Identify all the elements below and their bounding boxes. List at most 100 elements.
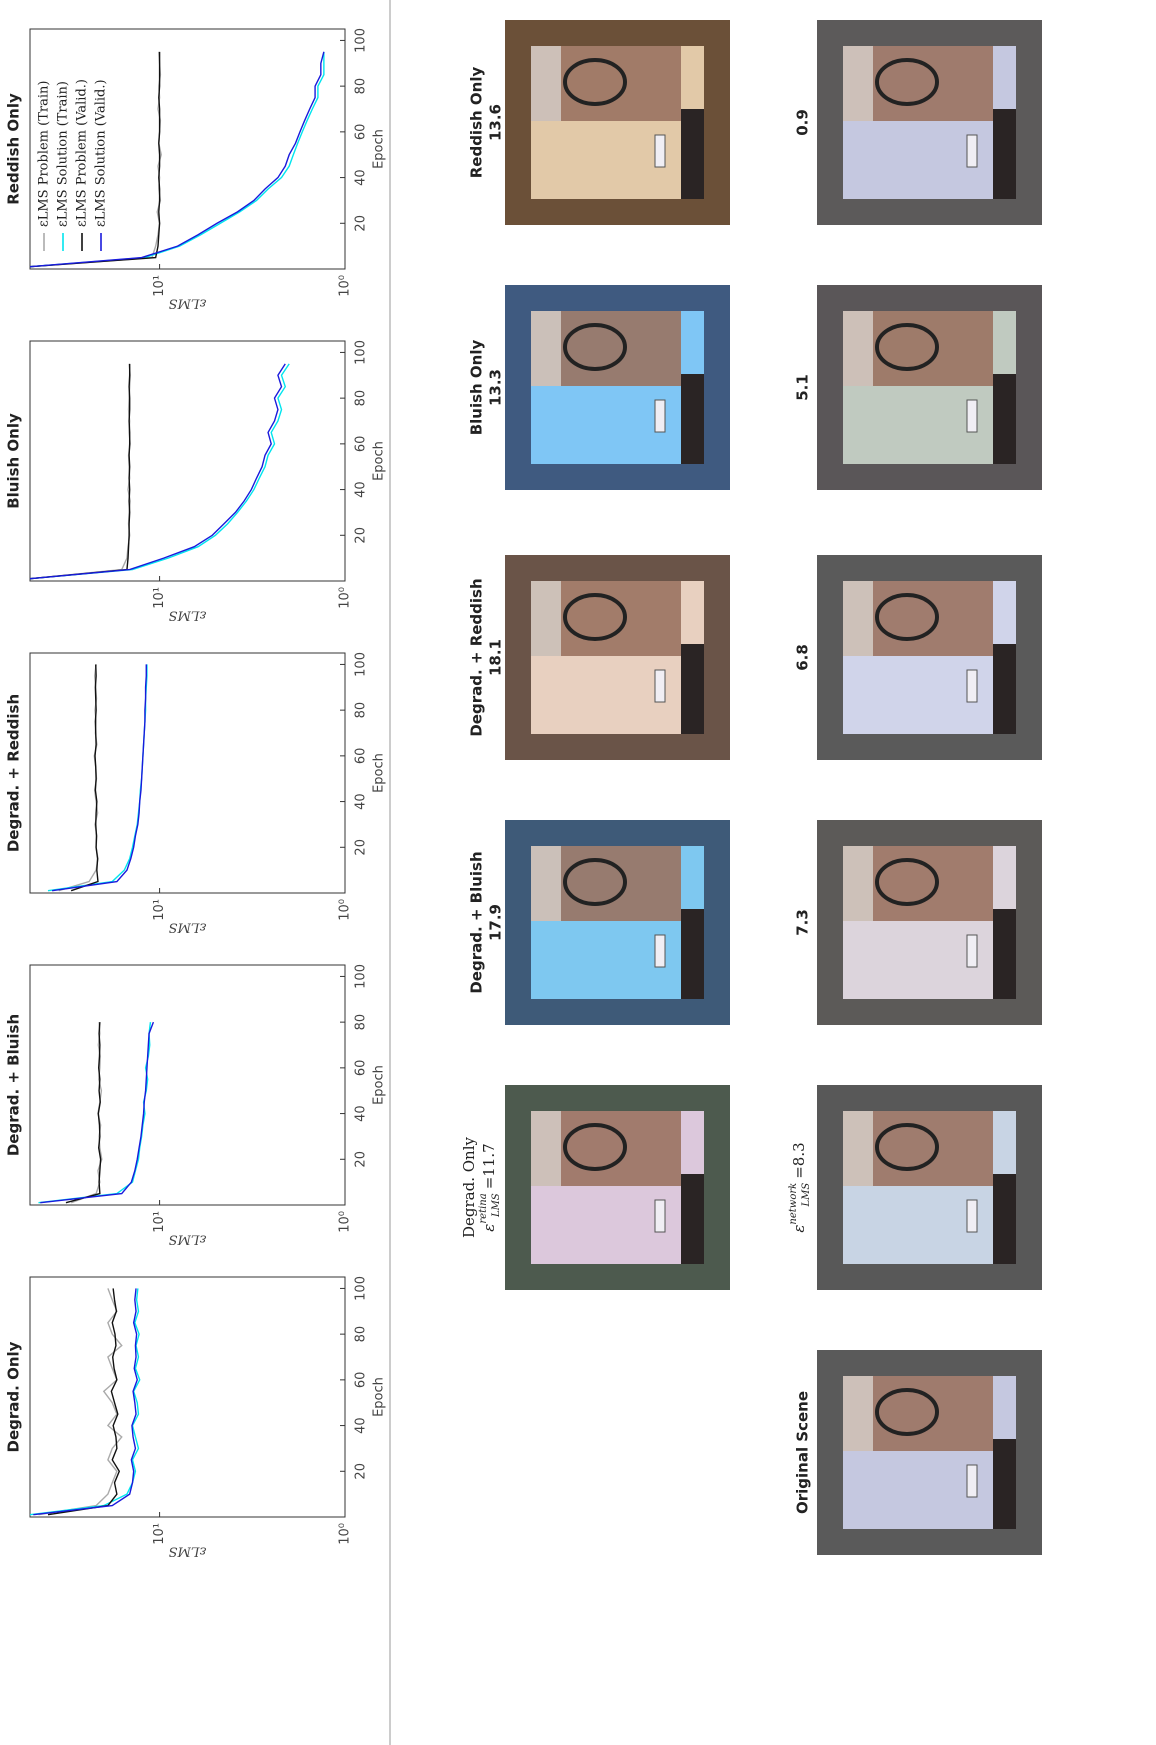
image-glasses	[563, 58, 627, 106]
x-axis-label: Epoch	[372, 753, 387, 793]
y-tick-label: 10⁰	[338, 587, 353, 609]
x-tick-label: 100	[354, 28, 369, 53]
x-tick-label: 20	[354, 527, 369, 544]
error-sub: LMS	[491, 1193, 502, 1218]
image-hair	[843, 846, 873, 921]
image-monitor	[654, 134, 666, 168]
x-axis-label: Epoch	[372, 129, 387, 169]
x-tick-label: 100	[354, 340, 369, 365]
series-line	[52, 664, 147, 892]
x-tick-label: 20	[354, 215, 369, 232]
error-symbol: ε	[790, 1225, 808, 1233]
x-tick-label: 40	[354, 481, 369, 498]
plot-area	[29, 652, 346, 894]
image-monitor	[654, 669, 666, 703]
image-face	[843, 846, 993, 921]
image-face	[531, 1111, 681, 1186]
x-tick-label: 60	[354, 436, 369, 453]
x-tick-label: 60	[354, 748, 369, 765]
series-line	[70, 664, 99, 892]
image-hair	[531, 581, 561, 656]
image-face	[531, 846, 681, 921]
panel-value: 18.1	[487, 639, 505, 676]
image-face	[531, 311, 681, 386]
image-face	[531, 581, 681, 656]
image-monitor	[966, 934, 978, 968]
error-sub: LMS	[801, 1183, 812, 1208]
x-axis-label: Epoch	[372, 1065, 387, 1105]
panel-title: Degrad. + Reddish	[468, 578, 486, 736]
image-dark	[993, 909, 1016, 999]
image-monitor	[966, 1199, 978, 1233]
x-tick-label: 60	[354, 1372, 369, 1389]
series-line	[38, 1288, 123, 1516]
legend-label: εLMS Solution (Valid.)	[94, 79, 109, 227]
image-dark	[681, 909, 704, 999]
panel-title: Degrad. Only	[460, 1136, 478, 1238]
image-glasses	[563, 1123, 627, 1171]
chart-title: Degrad. Only	[5, 1341, 23, 1452]
image-hair	[531, 1111, 561, 1186]
image-glasses	[563, 858, 627, 906]
y-axis-label: εLMS	[168, 1232, 206, 1247]
image-dark	[993, 109, 1016, 199]
panel-title: Original Scene	[794, 1391, 812, 1514]
image-face	[531, 46, 681, 121]
x-axis-label: Epoch	[372, 441, 387, 481]
series-line	[29, 363, 286, 580]
x-tick-label: 80	[354, 702, 369, 719]
series-line	[38, 1022, 152, 1204]
image-monitor	[966, 134, 978, 168]
image-monitor	[966, 669, 978, 703]
error-sup: network	[788, 1183, 799, 1225]
chart-title: Bluish Only	[5, 413, 23, 509]
plot-area	[29, 964, 346, 1206]
series-line	[47, 1288, 121, 1516]
x-tick-label: 80	[354, 390, 369, 407]
y-tick-label: 10⁰	[338, 1211, 353, 1233]
image-glasses	[875, 1388, 939, 1436]
y-tick-label: 10¹	[152, 899, 167, 921]
image-dark	[993, 1174, 1016, 1264]
image-dark	[993, 1439, 1016, 1529]
y-axis-label: εLMS	[168, 920, 206, 935]
image-hair	[843, 46, 873, 121]
x-tick-label: 40	[354, 1105, 369, 1122]
series-line	[29, 51, 325, 268]
panel-value: 13.3	[487, 369, 505, 406]
chart-title: Reddish Only	[5, 93, 23, 205]
image-monitor	[654, 399, 666, 433]
image-hair	[531, 846, 561, 921]
x-axis-label: Epoch	[372, 1377, 387, 1417]
y-axis-label: εLMS	[168, 1544, 206, 1559]
legend-label: εLMS Problem (Valid.)	[75, 79, 90, 227]
y-tick-label: 10¹	[152, 1523, 167, 1545]
image-monitor	[966, 399, 978, 433]
y-tick-label: 10⁰	[338, 275, 353, 297]
x-tick-label: 80	[354, 1014, 369, 1031]
panel-value: 17.9	[487, 904, 505, 941]
error-sup: retina	[478, 1193, 489, 1223]
image-glasses	[875, 58, 939, 106]
panel-value: 6.8	[794, 644, 812, 671]
x-tick-label: 100	[354, 652, 369, 677]
error-value: 11.7	[480, 1143, 498, 1176]
image-hair	[531, 311, 561, 386]
error-label: εretina LMS =11.7	[478, 1143, 502, 1231]
error-symbol: ε	[480, 1224, 498, 1232]
panel-value: 7.3	[794, 909, 812, 936]
figure-content: Degrad. Only2040608010010⁰10¹EpochεLMSDe…	[5, 0, 1042, 1745]
y-tick-label: 10¹	[152, 587, 167, 609]
series-line	[33, 1288, 138, 1516]
image-face	[843, 1111, 993, 1186]
image-monitor	[654, 934, 666, 968]
plot-area	[29, 28, 346, 270]
image-glasses	[875, 1123, 939, 1171]
image-glasses	[563, 593, 627, 641]
x-tick-label: 40	[354, 793, 369, 810]
x-tick-label: 20	[354, 1151, 369, 1168]
legend-label: εLMS Problem (Train)	[37, 81, 52, 227]
y-axis-label: εLMS	[168, 296, 206, 311]
x-tick-label: 40	[354, 169, 369, 186]
